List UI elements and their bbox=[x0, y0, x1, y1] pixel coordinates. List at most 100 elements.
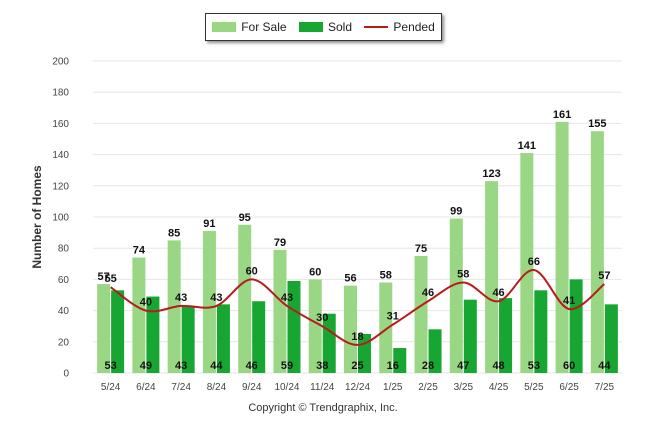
for-sale-value-label: 141 bbox=[518, 140, 536, 152]
pended-line-swatch-icon bbox=[364, 26, 389, 28]
for-sale-bar bbox=[344, 285, 357, 373]
legend: For Sale Sold Pended bbox=[205, 13, 442, 41]
for-sale-bar bbox=[590, 131, 604, 373]
legend-label-sold: Sold bbox=[327, 20, 352, 34]
for-sale-swatch-icon bbox=[212, 22, 237, 32]
sold-bar bbox=[111, 290, 125, 373]
for-sale-value-label: 60 bbox=[309, 266, 321, 278]
sold-value-label: 16 bbox=[387, 360, 399, 372]
pended-value-label: 43 bbox=[281, 292, 293, 304]
for-sale-bar bbox=[97, 284, 111, 373]
x-tick-label: 7/24 bbox=[171, 382, 191, 393]
x-tick-label: 10/24 bbox=[274, 382, 299, 393]
x-tick-label: 7/25 bbox=[595, 382, 615, 393]
x-tick-label: 5/24 bbox=[101, 382, 121, 393]
legend-label-for-sale: For Sale bbox=[241, 20, 287, 34]
sold-value-label: 46 bbox=[246, 360, 258, 372]
sold-value-label: 49 bbox=[140, 360, 152, 372]
bars bbox=[97, 121, 618, 373]
for-sale-value-label: 95 bbox=[239, 212, 251, 224]
legend-item-sold: Sold bbox=[298, 20, 352, 34]
for-sale-bar bbox=[273, 249, 287, 373]
x-tick-label: 9/24 bbox=[242, 382, 262, 393]
for-sale-value-label: 99 bbox=[450, 206, 462, 218]
y-tick-labels: 0 20 40 60 80 100 120 140 160 180 200 bbox=[52, 57, 69, 380]
for-sale-value-label: 91 bbox=[203, 218, 215, 230]
sold-swatch-icon bbox=[298, 22, 323, 32]
legend-item-pended: Pended bbox=[364, 20, 435, 34]
pended-value-label: 46 bbox=[492, 287, 504, 299]
data-labels: 57 53 55 74 49 40 85 43 43 91 44 43 95 46 60 79 59 43 60 38… bbox=[98, 109, 612, 372]
x-tick-label: 5/25 bbox=[524, 382, 544, 393]
legend-label-pended: Pended bbox=[393, 20, 435, 34]
sold-value-label: 44 bbox=[598, 360, 611, 372]
x-tick-labels: 5/24 6/24 7/24 8/24 9/24 10/24 11/24 12/24 1/25 2… bbox=[101, 382, 615, 393]
sold-bar bbox=[216, 304, 230, 373]
pended-value-label: 40 bbox=[140, 297, 152, 309]
for-sale-bar bbox=[132, 257, 146, 373]
pended-value-label: 57 bbox=[598, 270, 610, 282]
y-tick-label: 200 bbox=[52, 57, 69, 68]
x-tick-label: 4/25 bbox=[489, 382, 509, 393]
pended-value-label: 43 bbox=[175, 292, 187, 304]
x-tick-label: 8/24 bbox=[207, 382, 227, 393]
pended-value-label: 30 bbox=[316, 312, 328, 324]
x-tick-label: 6/25 bbox=[559, 382, 579, 393]
pended-value-label: 31 bbox=[387, 311, 399, 323]
pended-value-label: 43 bbox=[210, 292, 222, 304]
copyright-text: Copyright © Trendgraphix, Inc. bbox=[248, 402, 398, 414]
x-tick-label: 2/25 bbox=[418, 382, 438, 393]
for-sale-bar bbox=[520, 153, 534, 373]
pended-line bbox=[110, 269, 606, 346]
pended-value-label: 60 bbox=[246, 265, 258, 277]
x-tick-label: 1/25 bbox=[383, 382, 403, 393]
sold-value-label: 48 bbox=[492, 360, 504, 372]
sold-bar bbox=[534, 290, 548, 373]
pended-value-label: 58 bbox=[457, 269, 469, 281]
legend-item-for-sale: For Sale bbox=[212, 20, 287, 34]
y-tick-label: 40 bbox=[58, 306, 70, 317]
sold-value-label: 59 bbox=[281, 360, 293, 372]
pended-value-label: 46 bbox=[422, 287, 434, 299]
pended-value-label: 41 bbox=[563, 295, 575, 307]
for-sale-bar bbox=[555, 121, 569, 373]
sold-bar bbox=[569, 279, 583, 373]
sold-bar bbox=[499, 298, 513, 373]
sold-value-label: 44 bbox=[210, 360, 223, 372]
y-tick-label: 60 bbox=[58, 275, 70, 286]
x-tick-label: 11/24 bbox=[310, 382, 335, 393]
for-sale-bar bbox=[414, 256, 428, 373]
y-tick-label: 80 bbox=[58, 244, 70, 255]
x-tick-label: 6/24 bbox=[136, 382, 156, 393]
sold-bar bbox=[393, 348, 407, 373]
for-sale-value-label: 123 bbox=[482, 168, 500, 180]
sold-value-label: 38 bbox=[316, 360, 328, 372]
grid-lines bbox=[93, 60, 622, 374]
for-sale-value-label: 58 bbox=[380, 270, 392, 282]
x-tick-label: 12/24 bbox=[345, 382, 370, 393]
sold-bar bbox=[604, 304, 618, 373]
for-sale-value-label: 161 bbox=[553, 109, 571, 121]
x-tick-label: 3/25 bbox=[454, 382, 474, 393]
sold-value-label: 43 bbox=[175, 360, 187, 372]
y-tick-label: 180 bbox=[52, 88, 69, 99]
sold-value-label: 25 bbox=[351, 360, 363, 372]
sold-bar bbox=[428, 329, 442, 373]
y-tick-label: 160 bbox=[52, 119, 69, 130]
sold-bar bbox=[463, 299, 477, 373]
sold-value-label: 28 bbox=[422, 360, 434, 372]
sold-bar bbox=[181, 305, 195, 373]
for-sale-value-label: 57 bbox=[98, 271, 110, 283]
for-sale-bar bbox=[449, 218, 463, 373]
for-sale-bar bbox=[485, 181, 499, 373]
for-sale-value-label: 79 bbox=[274, 237, 286, 249]
pended-series-line bbox=[110, 269, 606, 346]
sold-value-label: 53 bbox=[105, 360, 117, 372]
for-sale-value-label: 74 bbox=[133, 245, 146, 257]
y-tick-label: 120 bbox=[52, 181, 69, 192]
for-sale-bar bbox=[202, 231, 216, 373]
for-sale-bar bbox=[379, 282, 393, 373]
sold-value-label: 53 bbox=[528, 360, 540, 372]
for-sale-bar bbox=[238, 224, 252, 373]
